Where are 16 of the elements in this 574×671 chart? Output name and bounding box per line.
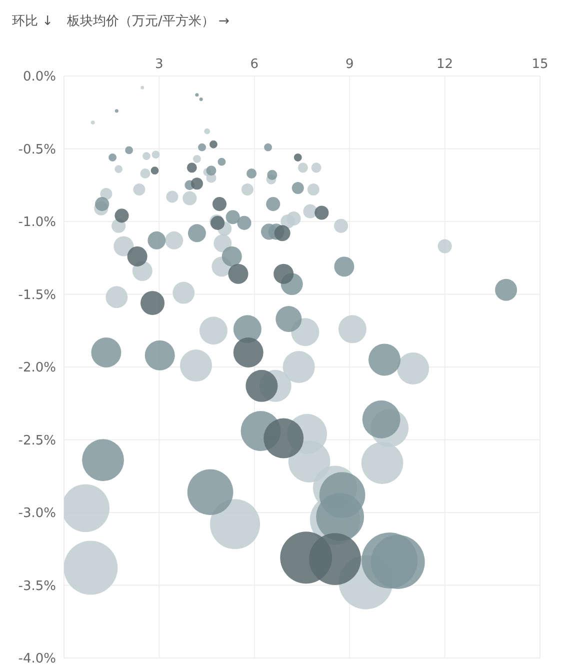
y-tick-label: -1.0% <box>18 215 56 230</box>
y-tick-label: -0.5% <box>18 142 56 158</box>
y-tick-label: -2.0% <box>18 360 56 376</box>
x-tick-label: 6 <box>250 57 259 72</box>
y-tick-label: -3.0% <box>18 506 56 522</box>
x-axis-title: 板块均价（万元/平方米） → <box>67 13 230 31</box>
y-axis-title: 环比 ↓ <box>12 13 54 31</box>
x-tick-label: 3 <box>155 57 164 72</box>
x-tick-label: 15 <box>532 57 548 72</box>
y-tick-label: -2.5% <box>18 433 56 448</box>
x-tick-label: 9 <box>345 57 354 72</box>
y-tick-label: 0.0% <box>22 70 56 85</box>
y-tick-label: -1.5% <box>18 288 56 303</box>
y-tick-label: -4.0% <box>18 652 56 667</box>
y-tick-label: -3.5% <box>18 578 56 594</box>
x-tick-label: 12 <box>436 57 454 72</box>
